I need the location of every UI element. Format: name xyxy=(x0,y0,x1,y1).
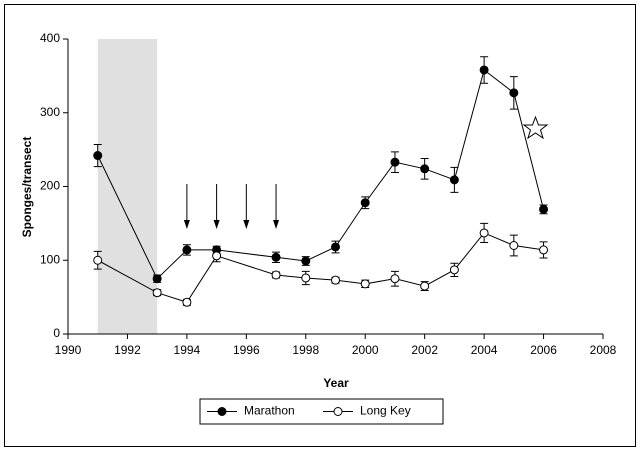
data-point xyxy=(479,228,489,238)
data-point xyxy=(182,245,192,255)
x-tick-label: 2000 xyxy=(352,343,379,357)
data-point xyxy=(509,88,519,98)
data-point xyxy=(539,204,549,214)
data-point xyxy=(271,270,281,280)
series-line xyxy=(97,69,545,280)
x-tick-label: 1992 xyxy=(114,343,141,357)
x-axis-label: Year xyxy=(323,376,349,390)
data-point xyxy=(212,251,222,261)
arrow-head xyxy=(213,220,220,229)
data-point xyxy=(449,175,459,185)
legend-marker xyxy=(333,407,343,416)
star-annotation xyxy=(522,115,549,140)
data-point xyxy=(271,252,281,262)
x-tick-label: 2006 xyxy=(530,343,557,357)
data-point xyxy=(331,242,340,252)
data-point xyxy=(182,297,192,307)
x-tick-label: 2008 xyxy=(590,343,617,357)
y-axis-label: Sponges/transect xyxy=(20,137,34,238)
y-tick-label: 400 xyxy=(40,31,60,45)
data-point xyxy=(390,274,400,284)
data-point xyxy=(479,65,489,75)
data-point xyxy=(539,245,549,255)
y-tick-label: 0 xyxy=(53,326,60,340)
y-tick-label: 300 xyxy=(40,105,60,119)
x-tick-label: 1990 xyxy=(55,343,82,357)
y-tick-label: 100 xyxy=(40,252,60,266)
x-tick-label: 1996 xyxy=(233,343,260,357)
x-tick-label: 2002 xyxy=(411,343,438,357)
shaded-period xyxy=(97,39,158,334)
data-point xyxy=(152,274,162,284)
data-point xyxy=(360,198,370,208)
data-point xyxy=(390,157,400,167)
arrow-head xyxy=(273,220,280,229)
x-tick-label: 1994 xyxy=(174,343,201,357)
y-tick-label: 200 xyxy=(40,179,60,193)
data-point xyxy=(420,164,430,174)
arrow-head xyxy=(183,220,190,229)
arrow-head xyxy=(243,220,250,229)
legend-marker xyxy=(217,407,227,416)
data-point xyxy=(360,279,370,289)
data-point xyxy=(509,241,519,250)
data-point xyxy=(420,281,430,291)
data-point xyxy=(93,151,103,161)
data-point xyxy=(301,256,311,266)
legend: Marathon Long Key xyxy=(199,398,444,425)
legend-label: Long Key xyxy=(360,404,411,418)
x-tick-label: 2004 xyxy=(471,343,498,357)
legend-label: Marathon xyxy=(244,404,295,418)
frame xyxy=(4,4,636,447)
data-point xyxy=(331,275,340,285)
data-point xyxy=(449,265,459,275)
data-point xyxy=(301,273,311,283)
series-line xyxy=(97,232,544,303)
data-point xyxy=(152,288,162,298)
legend-box xyxy=(199,398,444,425)
x-tick-label: 1998 xyxy=(292,343,319,357)
data-point xyxy=(93,255,103,265)
